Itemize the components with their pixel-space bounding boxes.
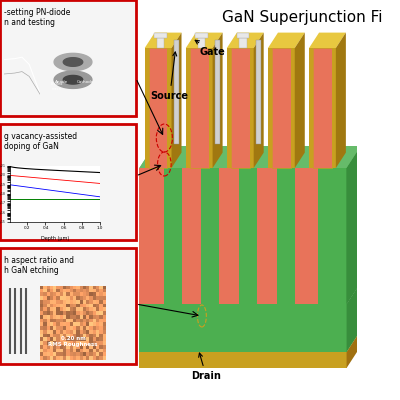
Text: h aspect ratio and
h GaN etching: h aspect ratio and h GaN etching: [4, 256, 74, 275]
Bar: [239, 38, 246, 48]
Bar: [313, 48, 332, 168]
Bar: [313, 48, 332, 168]
Polygon shape: [139, 352, 346, 368]
Polygon shape: [139, 330, 361, 352]
Polygon shape: [212, 33, 222, 168]
Text: Cathode: Cathode: [76, 80, 94, 84]
FancyBboxPatch shape: [0, 0, 136, 116]
Bar: [139, 168, 164, 304]
Bar: [157, 38, 164, 48]
FancyBboxPatch shape: [0, 124, 136, 240]
Text: -setting PN-diode
n and testing: -setting PN-diode n and testing: [4, 8, 70, 27]
Bar: [214, 168, 239, 304]
Polygon shape: [139, 168, 346, 304]
Text: GaN Superjunction Fi: GaN Superjunction Fi: [222, 10, 382, 25]
Polygon shape: [268, 48, 295, 168]
Bar: [277, 168, 295, 304]
Bar: [176, 168, 202, 304]
Polygon shape: [139, 146, 361, 168]
Bar: [236, 33, 249, 38]
Polygon shape: [227, 33, 264, 48]
Bar: [239, 168, 256, 304]
Bar: [231, 48, 250, 168]
Bar: [252, 168, 277, 304]
Text: Anode: Anode: [54, 80, 68, 84]
Bar: [201, 168, 219, 304]
Polygon shape: [63, 58, 83, 66]
Polygon shape: [139, 146, 361, 168]
Polygon shape: [346, 330, 361, 368]
Polygon shape: [172, 33, 182, 168]
Text: Gate: Gate: [195, 40, 226, 57]
Bar: [256, 40, 261, 144]
Bar: [149, 48, 168, 168]
Bar: [190, 48, 208, 168]
Polygon shape: [186, 48, 212, 168]
Bar: [196, 33, 208, 38]
Bar: [149, 48, 168, 168]
Text: Etched
mesa: Etched mesa: [51, 82, 63, 91]
Polygon shape: [227, 48, 254, 168]
Bar: [174, 40, 179, 144]
Polygon shape: [309, 33, 346, 48]
Bar: [272, 48, 291, 168]
Bar: [231, 48, 250, 168]
Bar: [190, 48, 208, 168]
Text: Drain: Drain: [191, 353, 221, 381]
Polygon shape: [346, 282, 361, 352]
Polygon shape: [139, 304, 346, 352]
Text: g vacancy-assisted
doping of GaN: g vacancy-assisted doping of GaN: [4, 132, 77, 151]
Text: Source: Source: [151, 52, 189, 101]
Polygon shape: [54, 53, 92, 71]
Polygon shape: [63, 76, 83, 84]
Polygon shape: [145, 48, 172, 168]
Polygon shape: [309, 48, 336, 168]
FancyBboxPatch shape: [0, 248, 136, 364]
Bar: [293, 168, 318, 304]
Polygon shape: [346, 146, 361, 304]
Polygon shape: [145, 33, 182, 48]
Polygon shape: [54, 71, 92, 88]
Polygon shape: [254, 33, 264, 168]
Polygon shape: [346, 146, 361, 304]
Polygon shape: [295, 33, 305, 168]
Polygon shape: [186, 33, 222, 48]
Bar: [215, 40, 220, 144]
Bar: [164, 168, 182, 304]
Bar: [154, 33, 167, 38]
X-axis label: Depth (µm): Depth (µm): [41, 236, 69, 241]
Polygon shape: [336, 33, 346, 168]
Polygon shape: [139, 282, 361, 304]
Bar: [198, 38, 206, 48]
Bar: [272, 48, 291, 168]
Text: 0.20 nm
RMS Roughness: 0.20 nm RMS Roughness: [48, 336, 98, 347]
Polygon shape: [268, 33, 305, 48]
